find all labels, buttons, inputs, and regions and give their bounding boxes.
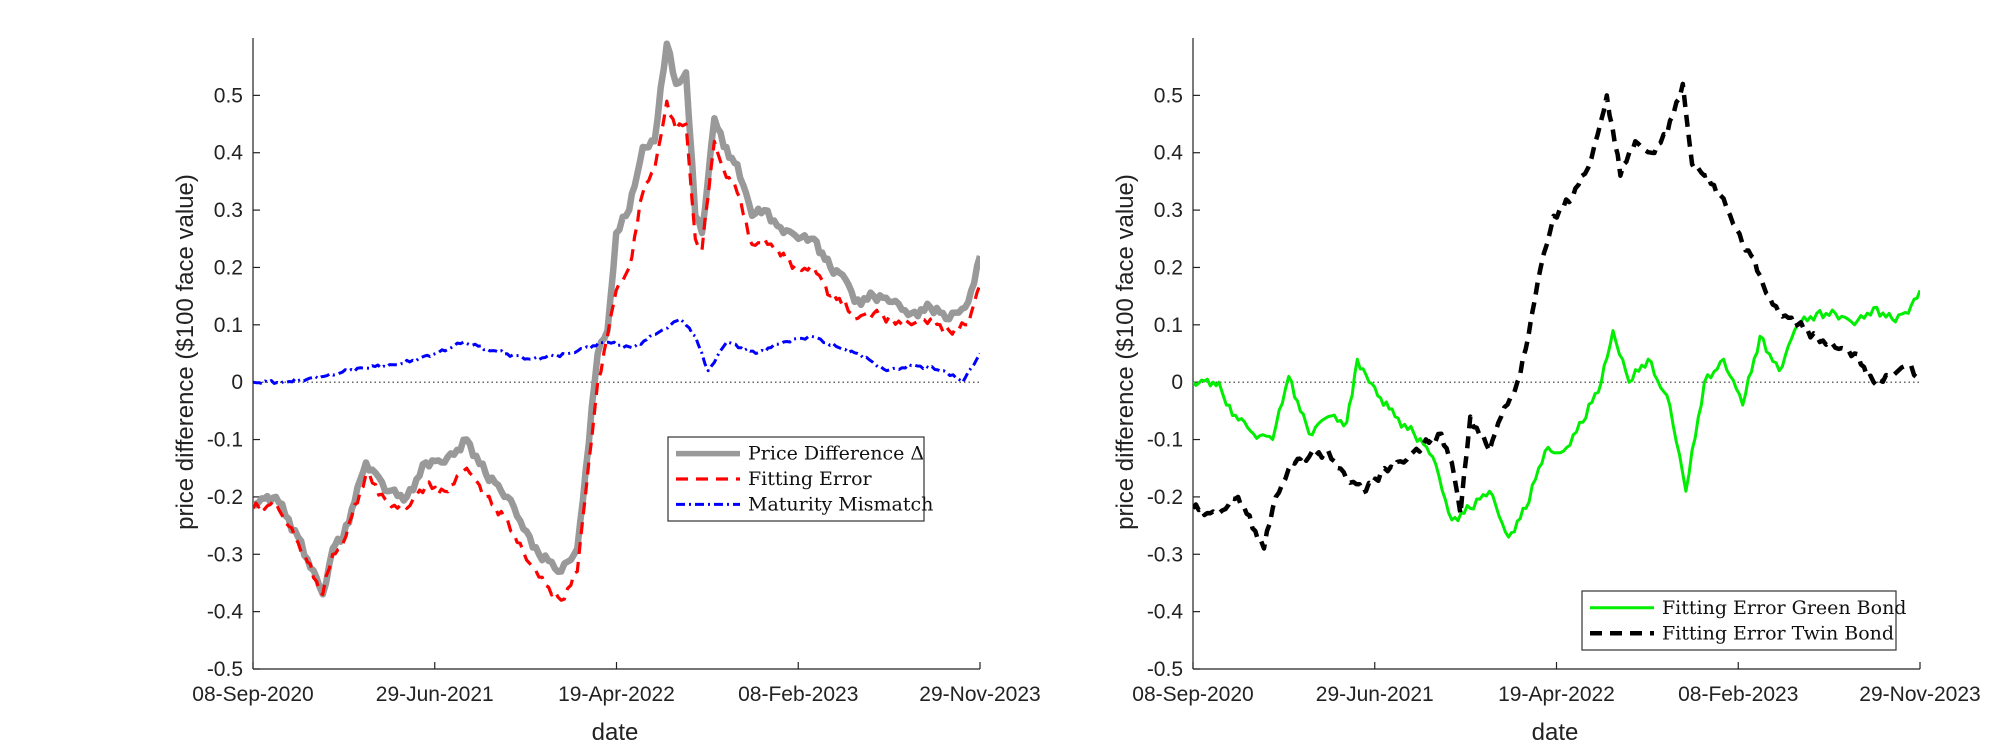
x-tick-label: 29-Nov-2023 [919,683,1040,706]
left-y-axis-label: price difference ($100 face value) [172,174,199,530]
y-tick-label: -0.2 [1147,486,1183,509]
legend-box [1581,590,1897,651]
y-tick-label: 0 [231,371,243,394]
right-legend: Fitting Error Green Bond Fitting Error Tw… [1581,590,1906,651]
y-tick-label: 0.4 [214,142,244,165]
y-tick-label: -0.3 [1147,543,1183,566]
series-line-price-difference [253,40,980,598]
y-tick-label: -0.1 [207,429,243,452]
series-line-maturity-mismatch [253,317,980,386]
y-tick-label: -0.5 [1147,658,1183,681]
y-tick-label: 0.4 [1154,142,1184,165]
y-tick-label: 0.5 [214,84,243,107]
y-tick-label: -0.1 [1147,429,1183,452]
y-tick-label: 0.2 [214,256,243,279]
x-tick-label: 08-Sep-2020 [1132,683,1253,706]
right-y-axis-label: price difference ($100 face value) [1112,174,1139,530]
legend-label: Fitting Error [748,468,873,490]
y-tick-label: 0.3 [214,199,243,222]
y-tick-label: 0.1 [1154,314,1183,337]
left-x-axis-label: date [592,719,639,746]
legend-label: Maturity Mismatch [748,493,933,515]
y-tick-label: -0.2 [207,486,243,509]
y-tick-label: 0 [1171,371,1183,394]
legend-label: Price Difference Δ [748,443,924,465]
left-chart-panel: -0.5 -0.4 -0.3 -0.2 -0.1 0 0.1 0.2 0.3 0.4 0.5 08-S… [172,38,1041,746]
y-tick-label: -0.3 [207,543,243,566]
y-tick-label: -0.5 [207,658,243,681]
y-tick-label: -0.4 [1147,601,1184,624]
x-tick-label: 08-Feb-2023 [1678,683,1798,706]
y-tick-label: 0.2 [1154,256,1183,279]
x-tick-label: 19-Apr-2022 [558,683,675,706]
left-legend: Price Difference Δ Fitting Error Maturity … [667,436,933,522]
series-line-fitting-error-green-bond [1193,289,1920,539]
left-axes: -0.5 -0.4 -0.3 -0.2 -0.1 0 0.1 0.2 0.3 0.4 0.5 08-S… [192,38,1041,706]
y-tick-label: 0.3 [1154,199,1183,222]
x-tick-label: 29-Jun-2021 [1316,683,1434,706]
x-tick-label: 29-Nov-2023 [1859,683,1980,706]
legend-label: Fitting Error Twin Bond [1662,622,1894,644]
x-tick-label: 08-Sep-2020 [192,683,313,706]
right-x-axis-label: date [1532,719,1579,746]
right-chart-panel: -0.5 -0.4 -0.3 -0.2 -0.1 0 0.1 0.2 0.3 0.4 0.5 08-S… [1112,38,1981,746]
legend-label: Fitting Error Green Bond [1662,597,1906,619]
left-series-group [253,40,980,602]
y-tick-label: 0.1 [214,314,243,337]
series-line-fitting-error [253,99,980,602]
series-line-fitting-error-twin-bond [1193,81,1920,551]
x-tick-label: 19-Apr-2022 [1498,683,1615,706]
right-axes: -0.5 -0.4 -0.3 -0.2 -0.1 0 0.1 0.2 0.3 0.4 0.5 08-S… [1132,38,1981,706]
x-tick-label: 29-Jun-2021 [376,683,494,706]
y-tick-label: 0.5 [1154,84,1183,107]
x-tick-label: 08-Feb-2023 [738,683,858,706]
y-tick-label: -0.4 [207,601,244,624]
right-series-group [1193,81,1920,551]
